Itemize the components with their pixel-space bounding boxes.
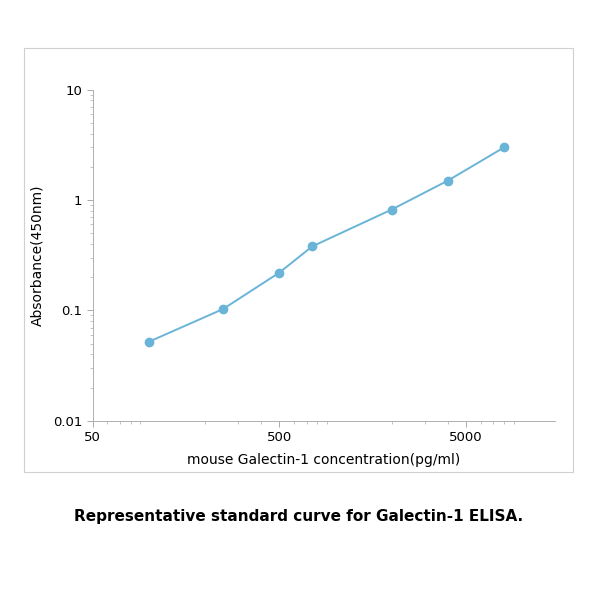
Y-axis label: Absorbance(450nm): Absorbance(450nm) (30, 184, 44, 326)
Text: Representative standard curve for Galectin-1 ELISA.: Representative standard curve for Galect… (74, 509, 523, 524)
X-axis label: mouse Galectin-1 concentration(pg/ml): mouse Galectin-1 concentration(pg/ml) (187, 453, 460, 467)
